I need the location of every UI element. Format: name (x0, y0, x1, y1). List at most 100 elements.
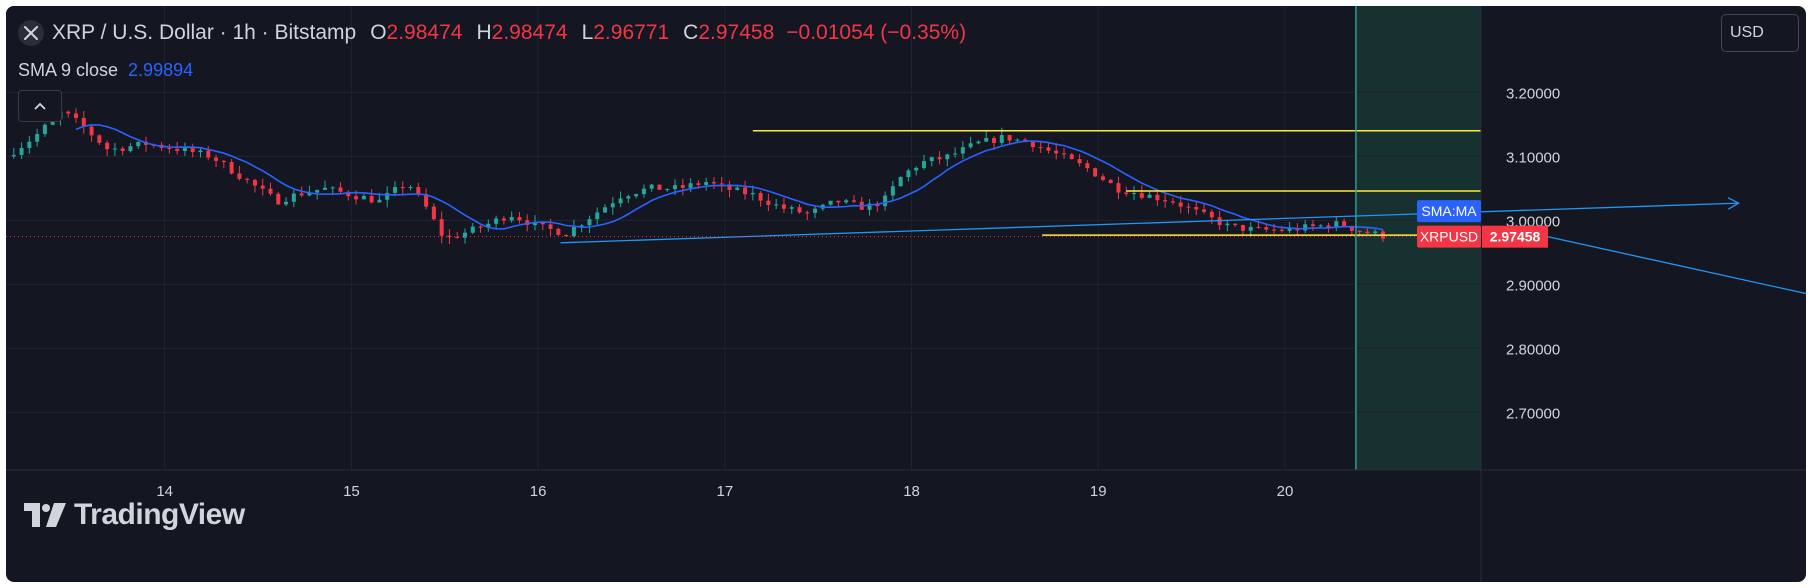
candle-body (74, 113, 79, 118)
candle-body (1318, 225, 1323, 227)
y-tick-label: 2.90000 (1506, 277, 1560, 294)
candle-body (797, 207, 802, 213)
candle-body (431, 206, 436, 220)
candle-body (276, 193, 281, 205)
candle-body (1186, 206, 1191, 208)
candle-body (711, 182, 716, 184)
trend-arrow-line (1546, 235, 1806, 295)
candle-body (1202, 209, 1207, 212)
candle-body (501, 218, 506, 221)
candle-body (665, 189, 670, 191)
candle-body (439, 219, 444, 236)
candle-body (789, 207, 794, 209)
candle-body (97, 135, 102, 143)
candle-body (758, 192, 763, 201)
candle-body (1334, 221, 1339, 228)
candle-body (626, 196, 631, 199)
candle-body (105, 142, 110, 150)
candle-body (112, 148, 117, 150)
trend-arrow-line (560, 202, 1739, 244)
candle-body (1303, 224, 1308, 231)
candle-body (1256, 226, 1261, 228)
candle-body (470, 226, 475, 233)
x-tick-label: 15 (343, 483, 360, 500)
price-chart[interactable]: 3.200003.100003.000002.900002.800002.700… (6, 6, 1806, 582)
candle-body (400, 187, 405, 189)
candle-body (953, 153, 958, 155)
candle-body (1326, 225, 1331, 228)
candle-body (914, 167, 919, 171)
chevron-up-icon (34, 102, 46, 110)
candle-body (120, 148, 125, 151)
candle-body (252, 179, 257, 186)
pane-background (6, 6, 1481, 470)
candle-body (898, 176, 903, 187)
candle-body (540, 222, 545, 225)
candle-body (424, 193, 429, 207)
candle-body (509, 216, 514, 221)
candle-body (315, 189, 320, 193)
x-tick-label: 16 (530, 483, 547, 500)
candle-body (182, 147, 187, 151)
ohlc-low-key: L (581, 21, 594, 44)
ohlc-close-key: C (683, 21, 699, 44)
candle-body (867, 203, 872, 210)
drawings[interactable] (560, 130, 1806, 318)
candle-body (890, 186, 895, 196)
candle-body (774, 204, 779, 206)
candle-body (190, 147, 195, 153)
candle-body (984, 138, 989, 142)
candle-body (595, 212, 600, 220)
indicator-legend[interactable]: SMA 9 close 2.99894 (18, 60, 193, 81)
candle-body (19, 147, 24, 155)
time-axis[interactable]: 14 15 16 17 18 19 20 (156, 483, 1293, 500)
currency-button[interactable]: USD (1721, 14, 1799, 52)
candle-body (937, 157, 942, 160)
candle-body (906, 170, 911, 177)
candle-body (680, 185, 685, 188)
candle-body (322, 187, 327, 190)
candle-body (688, 183, 693, 188)
x-tick-label: 17 (716, 483, 733, 500)
candle-body (206, 150, 211, 158)
candle-body (1062, 153, 1067, 155)
candle-body (750, 192, 755, 195)
candle-body (1100, 176, 1105, 180)
candle-body (571, 227, 576, 237)
candle-body (237, 173, 242, 179)
candle-body (1085, 163, 1090, 169)
candle-body (1365, 231, 1370, 234)
candle-body (167, 147, 172, 149)
candle-body (214, 157, 219, 161)
symbol-title[interactable]: XRP / U.S. Dollar · 1h · Bitstamp (52, 21, 357, 44)
candle-body (1015, 139, 1020, 141)
candle-body (960, 147, 965, 154)
collapse-legend-button[interactable] (18, 90, 62, 122)
candle-body (533, 222, 538, 226)
sma-price-tag: SMA:MA (1417, 200, 1481, 223)
candle-body (1108, 179, 1113, 184)
sma-line (75, 124, 1384, 231)
candle-body (245, 178, 250, 180)
candle-body (1225, 223, 1230, 226)
candle-body (1209, 211, 1214, 218)
symbol-tag-label: XRPUSD (1420, 229, 1478, 245)
last-price-tag: 2.97458 (1490, 229, 1541, 245)
candle-body (1007, 135, 1012, 141)
candle-body (1139, 193, 1144, 198)
candle-body (883, 195, 888, 207)
candle-body (696, 183, 701, 185)
candle-body (1287, 227, 1292, 231)
ohlc-open-value: 2.98474 (386, 21, 463, 44)
candle-body (813, 208, 818, 213)
candle-body (929, 157, 934, 162)
x-tick-label: 14 (156, 483, 173, 500)
candle-body (517, 216, 522, 221)
price-axis[interactable]: 3.200003.100003.000002.900002.800002.700… (1506, 85, 1560, 422)
x-tick-label: 20 (1277, 483, 1294, 500)
candle-body (175, 148, 180, 151)
candle-body (548, 224, 553, 229)
candle-body (89, 126, 94, 136)
candle-body (268, 188, 273, 194)
candle-body (704, 182, 709, 185)
